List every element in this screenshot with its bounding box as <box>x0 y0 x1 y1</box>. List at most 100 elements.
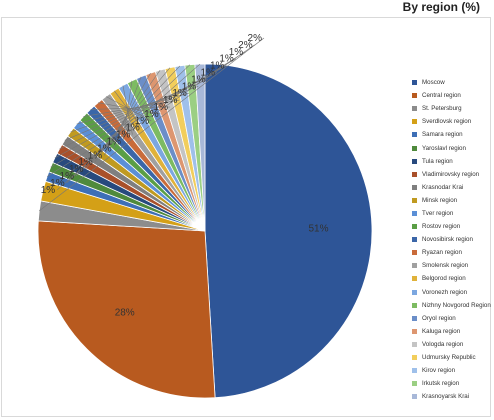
legend-swatch <box>412 368 417 374</box>
legend-item: Novosibirsk region <box>412 233 491 246</box>
legend-swatch <box>412 263 417 269</box>
data-label-16: 1% <box>116 130 131 141</box>
legend: Moscow Central region St. Petersburg Sverdl… <box>412 76 491 403</box>
legend-label: Tula region <box>422 157 453 165</box>
data-label-12: 1% <box>154 102 169 113</box>
legend-label: Krasnoyarsk Krai <box>422 393 470 401</box>
legend-item: Irkutsk region <box>412 377 491 390</box>
data-label-5: 1% <box>219 54 234 65</box>
legend-swatch <box>412 224 417 230</box>
legend-label: Vologda region <box>422 340 464 348</box>
legend-item: Vladimirovsky region <box>412 168 491 181</box>
legend-swatch <box>412 394 417 400</box>
data-label-6: 1% <box>210 61 225 72</box>
legend-label: Minsk region <box>422 196 458 204</box>
legend-swatch <box>412 145 417 151</box>
legend-label: Samara region <box>422 131 463 139</box>
legend-label: Rostov region <box>422 223 461 231</box>
data-label-1: 28% <box>115 307 135 318</box>
legend-swatch <box>412 341 417 347</box>
legend-swatch <box>412 276 417 282</box>
legend-item: Samara region <box>412 128 491 141</box>
legend-item: Voronezh region <box>412 286 491 299</box>
data-label-10: 1% <box>172 88 187 99</box>
pie-slices <box>37 63 373 399</box>
data-label-2: 2% <box>248 33 263 44</box>
legend-label: Moscow <box>422 79 445 87</box>
data-label-9: 1% <box>182 81 197 92</box>
chart-frame: 51% 28% 2% 2% 1% 1% 1% 1% 1% 1% 1% 1% 1% 1% 1% 1% 1% 1% 1%… <box>1 17 491 417</box>
legend-item: Rostov region <box>412 220 491 233</box>
legend-label: Belgorod region <box>422 275 466 283</box>
legend-item: Kirov region <box>412 364 491 377</box>
leader-line-7 <box>59 72 218 150</box>
leader-line-8 <box>64 79 208 141</box>
legend-label: Tver region <box>422 209 454 217</box>
leader-line-15 <box>114 90 143 128</box>
legend-label: Novosibirsk region <box>422 236 473 244</box>
legend-swatch <box>412 171 417 177</box>
legend-swatch <box>412 328 417 334</box>
data-label-3: 2% <box>238 40 253 51</box>
legend-item: Vologda region <box>412 338 491 351</box>
legend-label: Sverdlovsk region <box>422 118 472 126</box>
legend-swatch <box>412 158 417 164</box>
legend-swatch <box>412 250 417 256</box>
legend-item: Belgorod region <box>412 272 491 285</box>
legend-label: Kirov region <box>422 367 456 375</box>
legend-swatch <box>412 119 417 125</box>
data-label-15: 1% <box>125 123 140 134</box>
data-label-8: 1% <box>191 74 206 85</box>
data-label-13: 1% <box>144 109 159 120</box>
legend-label: St. Petersburg <box>422 105 462 113</box>
leader-lines <box>39 37 265 212</box>
legend-swatch <box>412 237 417 243</box>
data-label-20: 1% <box>78 157 93 168</box>
data-label-0: 51% <box>309 224 329 235</box>
legend-label: Krasnodar Krai <box>422 183 464 191</box>
legend-item: Krasnoyarsk Krai <box>412 390 491 403</box>
data-label-18: 1% <box>97 143 112 154</box>
data-label-4: 1% <box>229 47 244 58</box>
legend-swatch <box>412 93 417 99</box>
legend-item: St. Petersburg <box>412 102 491 115</box>
legend-label: Ryazan region <box>422 249 462 257</box>
legend-item: Smolensk region <box>412 259 491 272</box>
pie-chart: 51%28%2%2%1%1%1%1%1%1%1%1%1%1%1%1%1%1%1%… <box>37 33 373 399</box>
data-label-19: 1% <box>88 150 103 161</box>
legend-item: Central region <box>412 89 491 102</box>
legend-label: Vladimirovsky region <box>422 170 480 178</box>
legend-label: Kaluga region <box>422 327 461 335</box>
data-label-23: 1% <box>50 178 65 189</box>
data-label-24: 1% <box>41 185 56 196</box>
legend-item: Nizhny Novgorod Region <box>412 299 491 312</box>
data-label-22: 1% <box>60 171 75 182</box>
legend-item: Sverdlovsk region <box>412 115 491 128</box>
legend-item: Minsk region <box>412 194 491 207</box>
leader-line-2 <box>39 37 265 212</box>
leader-line-17 <box>122 80 133 142</box>
data-label-7: 1% <box>201 68 216 79</box>
leader-line-24 <box>57 63 201 191</box>
pie-slice-1 <box>37 220 216 399</box>
chart-title: By region (%) <box>402 0 480 14</box>
legend-label: Yaroslavl region <box>422 144 466 152</box>
legend-item: Udmursky Republic <box>412 351 491 364</box>
data-label-11: 1% <box>163 95 178 106</box>
legend-item: Oryol region <box>412 312 491 325</box>
pie-slice-24 <box>194 63 206 232</box>
legend-swatch <box>412 197 417 203</box>
legend-swatch <box>412 80 417 86</box>
legend-item: Kaluga region <box>412 325 491 338</box>
legend-item: Tula region <box>412 155 491 168</box>
legend-swatch <box>412 132 417 138</box>
legend-swatch <box>412 106 417 112</box>
legend-label: Udmursky Republic <box>422 354 476 362</box>
legend-swatch <box>412 381 417 387</box>
legend-swatch <box>412 315 417 321</box>
leader-line-5 <box>50 58 236 168</box>
data-label-17: 1% <box>107 137 122 148</box>
legend-label: Voronezh region <box>422 288 468 296</box>
data-label-14: 1% <box>135 116 150 127</box>
legend-swatch <box>412 289 417 295</box>
